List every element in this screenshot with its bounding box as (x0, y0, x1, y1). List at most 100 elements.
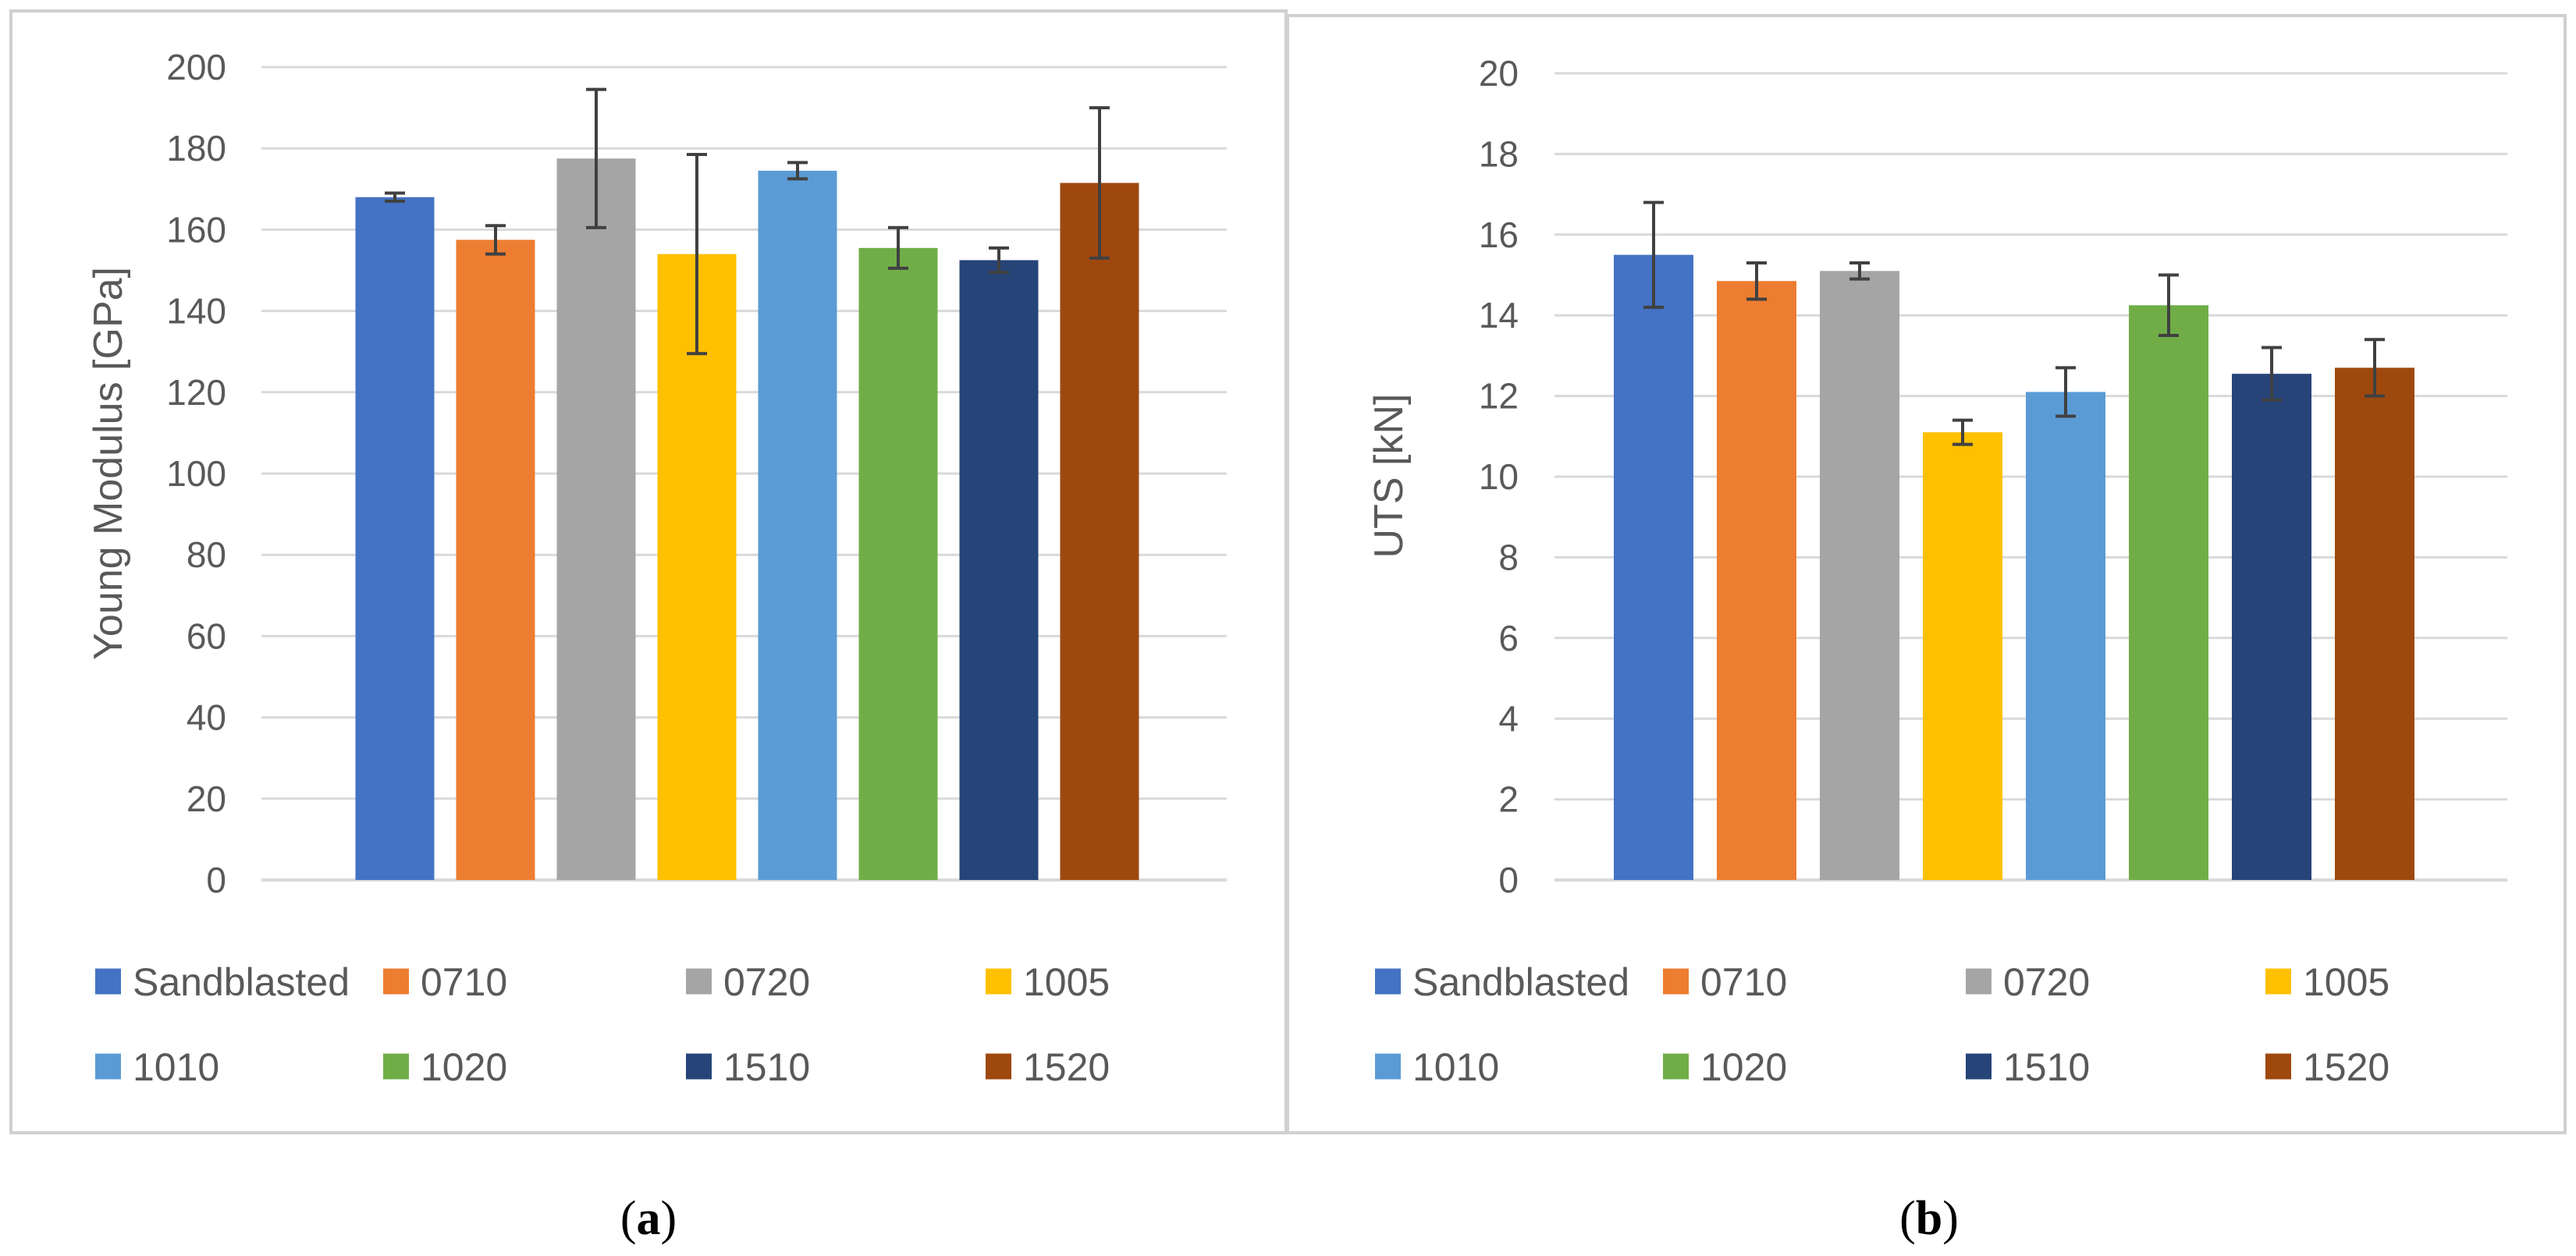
chart-b-legend-item: 1520 (2265, 1045, 2389, 1089)
chart-a-error-bar-1010 (787, 161, 808, 181)
chart-b-legend-label: 0720 (2003, 960, 2090, 1004)
chart-a-y-axis-title: Young Modulus [GPa] (86, 267, 131, 660)
chart-b-y-tick-label: 4 (1498, 698, 1519, 739)
chart-b-bar-1020 (2129, 305, 2208, 880)
chart-a-error-bar-1520 (1089, 106, 1110, 260)
chart-b-y-tick-label: 18 (1479, 133, 1519, 174)
chart-a-legend-label: 1520 (1023, 1045, 1110, 1089)
chart-a-y-tick-label: 160 (166, 209, 226, 250)
chart-panel-b: 0 2 4 6 8 10 12 14 16 18 20 UTS [kN] Sandblasted 07… (1286, 14, 2567, 1134)
chart-a-bar-1520 (1060, 183, 1139, 881)
chart-a-error-bar-0710 (485, 224, 506, 256)
chart-a-error-bar-0720 (586, 87, 606, 229)
caption-b-label: b (1916, 1192, 1942, 1245)
chart-b-y-tick-label: 20 (1479, 53, 1519, 94)
chart-b-error-bar-0720 (1849, 261, 1870, 281)
chart-b-error-bar-sandblasted (1643, 200, 1664, 309)
chart-a-bar-1010 (758, 170, 837, 881)
chart-b-legend-swatch (1966, 968, 1992, 995)
chart-a-bar-1005 (657, 254, 737, 880)
chart-b-legend-item: 1510 (1966, 1045, 2090, 1089)
chart-a-legend-item: 0710 (383, 960, 507, 1004)
chart-b-legend-item: 1010 (1375, 1045, 1499, 1089)
chart-a-bar-0710 (456, 239, 535, 880)
chart-a-legend-swatch (686, 1053, 712, 1080)
chart-a-error-bar-1005 (687, 153, 707, 356)
chart-a-error-bars (385, 87, 1110, 356)
chart-a-bar-1020 (858, 247, 938, 881)
chart-b-bar-0710 (1717, 281, 1796, 880)
chart-a-y-tick-label: 0 (206, 860, 226, 900)
chart-b-legend-swatch (1375, 1053, 1401, 1080)
chart-b-legend-label: 1520 (2303, 1045, 2389, 1089)
chart-b-y-tick-label: 2 (1498, 779, 1519, 820)
chart-b-y-tick-label: 0 (1498, 860, 1519, 900)
chart-a-y-tick-label: 40 (187, 697, 226, 738)
chart-a-legend-item: 1520 (986, 1045, 1110, 1089)
chart-b-y-tick-label: 12 (1479, 376, 1519, 417)
chart-b-y-tick-label: 10 (1479, 456, 1519, 497)
chart-b-legend-swatch (2265, 968, 2291, 995)
chart-a-y-tick-label: 200 (166, 47, 226, 87)
chart-b-bar-sandblasted (1614, 254, 1693, 880)
chart-b-legend-item: 0710 (1663, 960, 1787, 1004)
chart-b-legend-label: 1005 (2303, 960, 2389, 1004)
chart-a-legend-item: Sandblasted (95, 960, 350, 1004)
chart-a-y-tick-label: 140 (166, 291, 226, 332)
chart-a-legend-swatch (95, 968, 121, 995)
chart-b-bar-1510 (2232, 374, 2311, 880)
chart-a-error-bar-1020 (888, 225, 908, 270)
chart-b-bar-1005 (1923, 432, 2002, 880)
chart-a-legend-swatch (95, 1053, 121, 1080)
chart-a-bar-sandblasted (355, 197, 435, 881)
chart-b-legend: Sandblasted 0710 0720 1005 1010 1020 1510 1520 (1375, 960, 2389, 1089)
chart-b-y-tick-labels: 0 2 4 6 8 10 12 14 16 18 20 (1479, 53, 1519, 900)
chart-b-legend-label: 0710 (1700, 960, 1787, 1004)
chart-b-error-bars (1643, 200, 2385, 446)
chart-b-legend-item: Sandblasted (1375, 960, 1629, 1004)
chart-b-legend-label: 1020 (1700, 1045, 1787, 1089)
chart-a-legend-item: 1020 (383, 1045, 507, 1089)
chart-a-legend-swatch (383, 1053, 409, 1080)
chart-a-legend-item: 1010 (95, 1045, 219, 1089)
chart-a-y-tick-label: 120 (166, 372, 226, 413)
chart-b-y-tick-label: 16 (1479, 215, 1519, 255)
chart-b-error-bar-1020 (2159, 273, 2179, 338)
chart-a-legend-item: 1510 (686, 1045, 810, 1089)
chart-b-bar-1010 (2026, 392, 2105, 880)
chart-b-legend-item: 1005 (2265, 960, 2389, 1004)
chart-a-legend-label: Sandblasted (133, 960, 350, 1004)
caption-a-label: a (637, 1192, 661, 1245)
chart-panel-a: 0 20 40 60 80 100 120 140 160 180 200 Young Modulu… (9, 9, 1288, 1134)
chart-b-legend-label: 1510 (2003, 1045, 2090, 1089)
chart-b-legend-label: 1010 (1412, 1045, 1499, 1089)
chart-b-error-bar-1010 (2055, 366, 2076, 418)
chart-b-y-tick-label: 14 (1479, 295, 1519, 335)
chart-b-legend-swatch (1966, 1053, 1992, 1080)
chart-b-legend-swatch (2265, 1053, 2291, 1080)
chart-a-legend-label: 1510 (723, 1045, 810, 1089)
chart-a-legend: Sandblasted 0710 0720 1005 1010 1020 1510 1520 (95, 960, 1110, 1089)
chart-b-bar-1520 (2335, 367, 2414, 880)
chart-a-legend-item: 1005 (986, 960, 1110, 1004)
chart-a-legend-label: 0710 (421, 960, 507, 1004)
chart-b-y-tick-label: 8 (1498, 537, 1519, 577)
chart-a-y-tick-label: 180 (166, 128, 226, 169)
chart-a-legend-label: 1020 (421, 1045, 507, 1089)
chart-a-y-tick-labels: 0 20 40 60 80 100 120 140 160 180 200 (166, 47, 226, 900)
chart-b-legend-swatch (1663, 968, 1689, 995)
chart-a-y-tick-label: 20 (187, 779, 226, 819)
chart-a-y-tick-label: 60 (187, 616, 226, 656)
chart-a-y-tick-label: 80 (187, 534, 226, 575)
chart-a-legend-item: 0720 (686, 960, 810, 1004)
caption-a: (a) (620, 1192, 677, 1245)
chart-a-error-bar-sandblasted (385, 191, 405, 203)
chart-a-bar-1510 (959, 260, 1039, 881)
chart-a-legend-swatch (986, 1053, 1011, 1080)
chart-a-legend-swatch (986, 968, 1011, 995)
chart-a-legend-label: 1005 (1023, 960, 1110, 1004)
chart-a-bar-0720 (556, 158, 636, 881)
chart-a-legend-swatch (686, 968, 712, 995)
chart-b-legend-item: 0720 (1966, 960, 2090, 1004)
